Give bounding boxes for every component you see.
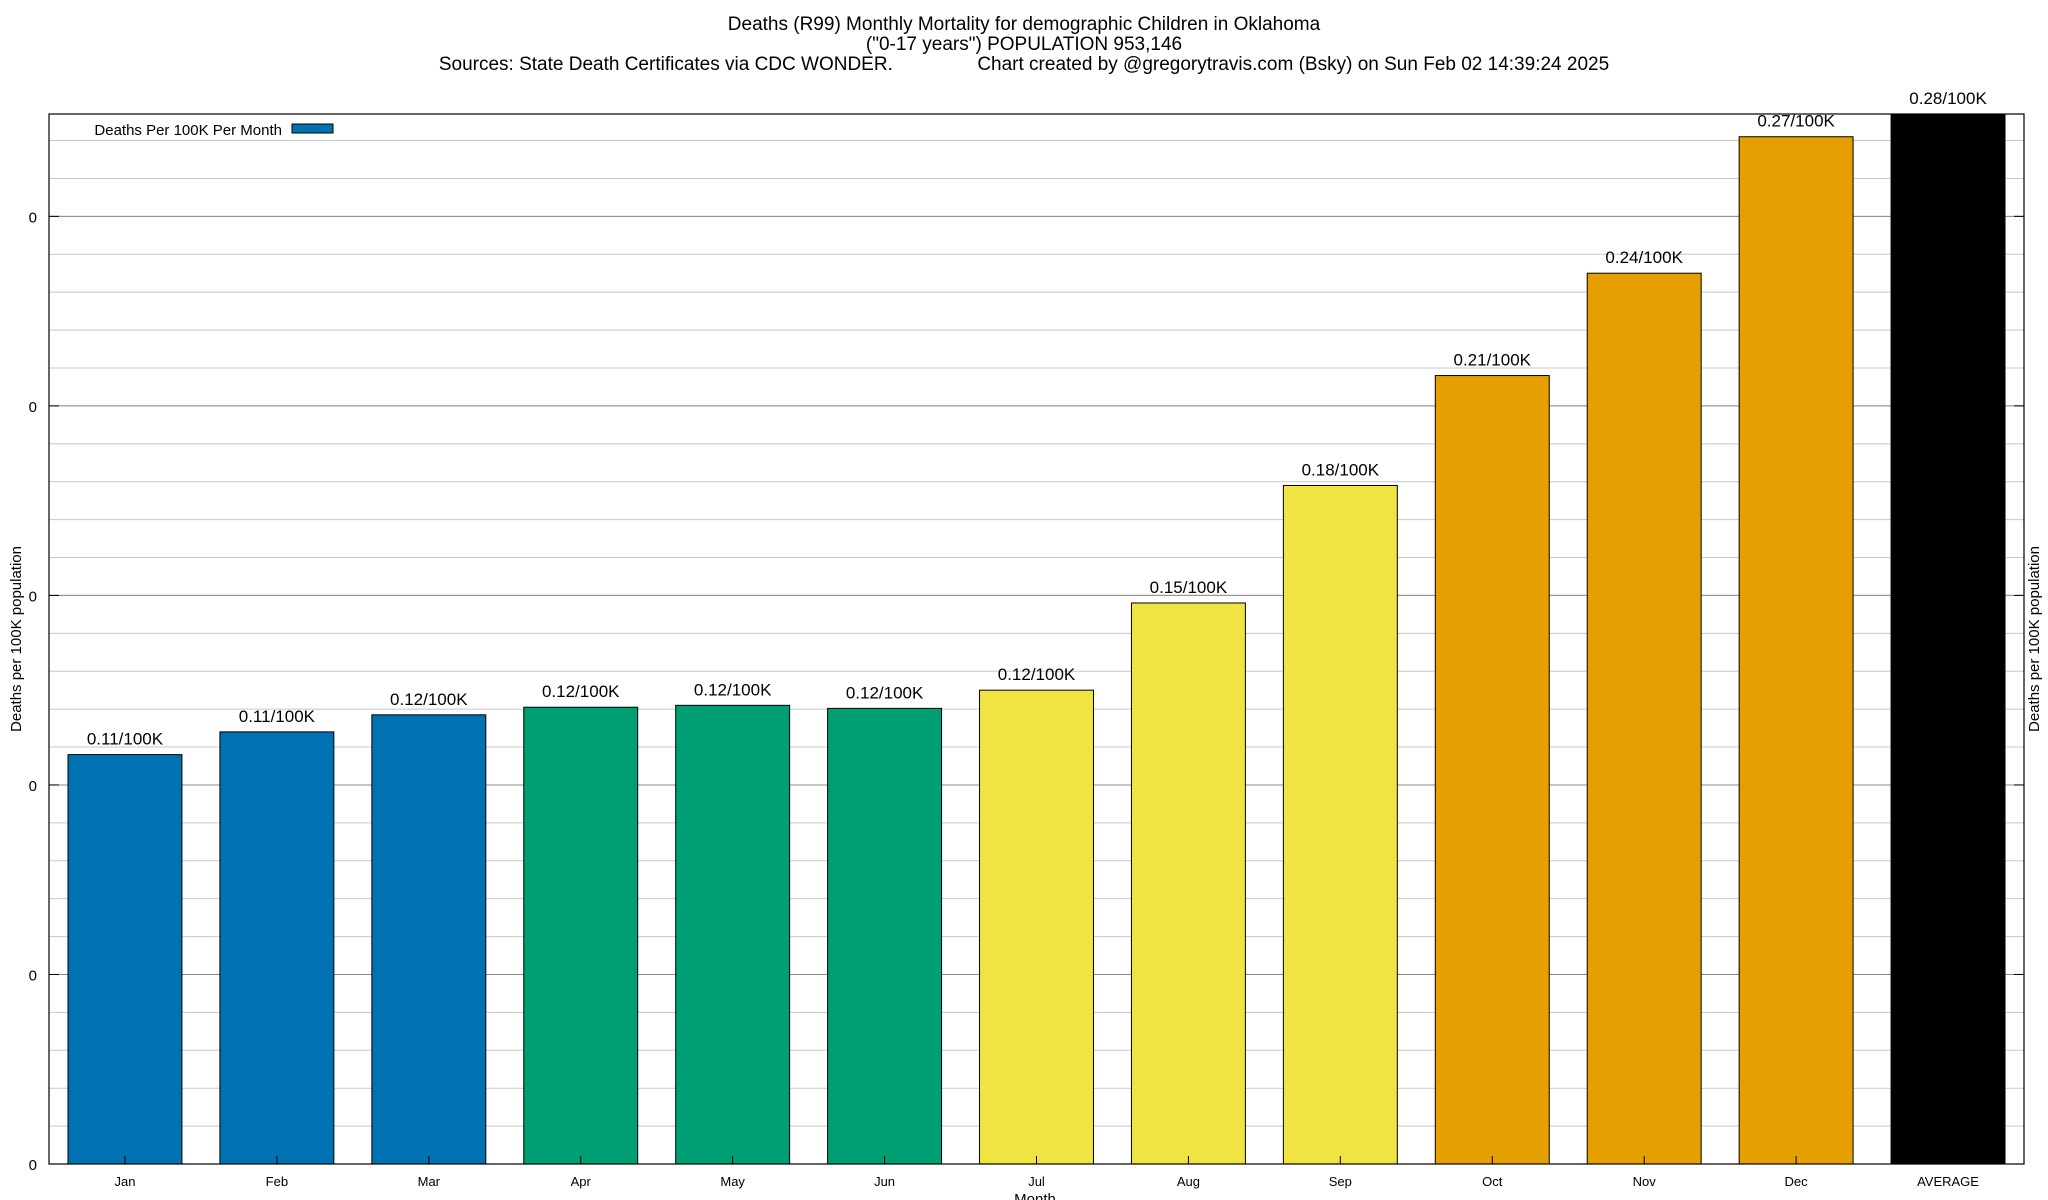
bars (67, 113, 2006, 1165)
legend: Deaths Per 100K Per Month (94, 122, 334, 139)
x-tick-label: Oct (1482, 1174, 1503, 1189)
bar (827, 707, 943, 1165)
y-tick-label: 0 (29, 778, 37, 795)
x-axis-title: Month (1014, 1191, 1056, 1200)
data-label: 0.11/100K (87, 730, 164, 749)
data-label: 0.18/100K (1302, 460, 1380, 479)
y-axis-title-right: Deaths per 100K population (2026, 546, 2043, 732)
x-tick-label: Mar (418, 1174, 441, 1189)
x-tick-label: Jun (874, 1174, 895, 1189)
bar (371, 714, 487, 1165)
data-label: 0.12/100K (390, 690, 468, 709)
bar (1282, 484, 1398, 1165)
y-tick-label: 0 (29, 588, 37, 605)
axis-ticks: 0 0 0 0 0 0 Jan Feb Mar Apr May Jun Jul Aug Sep Oct Nov D… (29, 209, 2024, 1189)
bar (1738, 136, 1854, 1165)
bar (675, 704, 791, 1165)
y-tick-label: 0 (29, 1157, 37, 1174)
data-label: 0.21/100K (1454, 351, 1532, 370)
bar (1434, 375, 1550, 1165)
y-tick-label: 0 (29, 209, 37, 226)
bar (219, 731, 335, 1165)
x-tick-label: Jul (1028, 1174, 1045, 1189)
data-label: 0.28/100K (1909, 89, 1987, 108)
chart-title-line-3: Sources: State Death Certificates via CD… (438, 54, 1610, 75)
bar (67, 754, 183, 1165)
chart-title-line-1: Deaths (R99) Monthly Mortality for demog… (727, 14, 1321, 35)
x-tick-label: AVERAGE (1917, 1174, 1979, 1189)
bar (979, 689, 1094, 1165)
x-tick-label: Feb (266, 1174, 288, 1189)
data-label: 0.12/100K (846, 683, 924, 702)
bar (523, 706, 639, 1165)
data-label: 0.27/100K (1757, 112, 1835, 131)
bar (1130, 602, 1246, 1165)
x-tick-label: Aug (1177, 1174, 1200, 1189)
x-tick-label: Sep (1329, 1174, 1352, 1189)
y-tick-label: 0 (29, 967, 37, 984)
x-tick-label: Jan (114, 1174, 135, 1189)
x-tick-label: Nov (1633, 1174, 1657, 1189)
x-tick-label: Dec (1785, 1174, 1809, 1189)
data-label: 0.12/100K (542, 682, 620, 701)
y-axis-title-left: Deaths per 100K population (8, 546, 25, 732)
data-label: 0.12/100K (694, 680, 772, 699)
legend-swatch (291, 123, 334, 134)
legend-label: Deaths Per 100K Per Month (94, 122, 282, 139)
chart-title-line-2: ("0-17 years") POPULATION 953,146 (865, 34, 1183, 55)
plot-frame (48, 113, 2025, 1165)
x-tick-label: May (720, 1174, 745, 1189)
data-label: 0.11/100K (239, 707, 316, 726)
data-label: 0.12/100K (998, 665, 1076, 684)
bar (1890, 113, 2006, 1165)
data-label: 0.24/100K (1605, 248, 1683, 267)
data-labels: 0.11/100K 0.11/100K 0.12/100K 0.12/100K 0.12… (87, 89, 1988, 749)
y-tick-label: 0 (29, 399, 37, 416)
bar (1586, 272, 1702, 1165)
data-label: 0.15/100K (1150, 578, 1228, 597)
x-tick-label: Apr (571, 1174, 592, 1189)
